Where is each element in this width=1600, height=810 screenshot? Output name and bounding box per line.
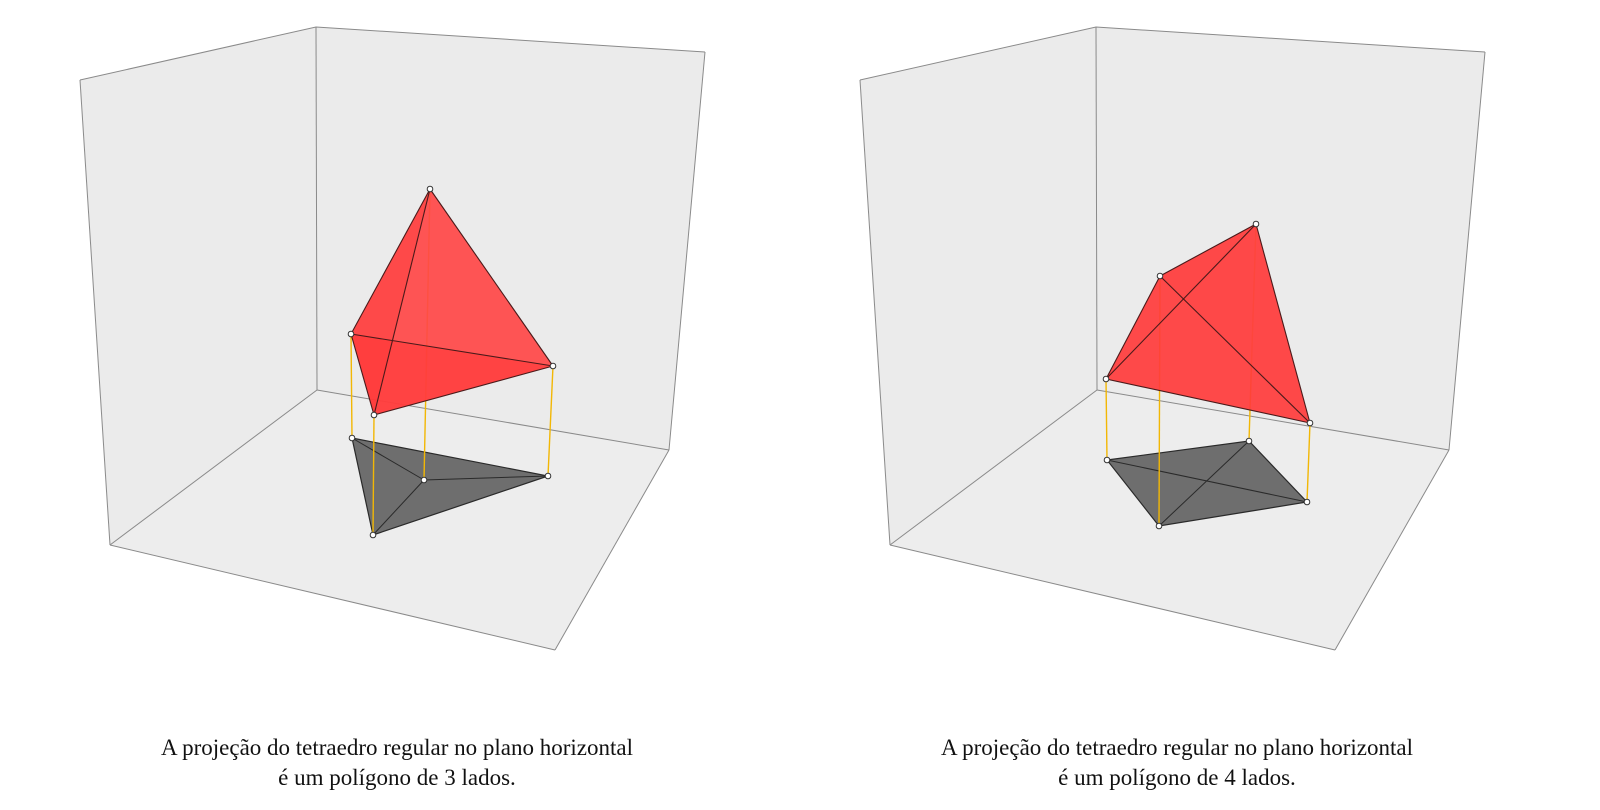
panel-right-scene bbox=[859, 26, 1486, 651]
caption-left-line1: A projeção do tetraedro regular no plano… bbox=[161, 735, 633, 760]
regular-tetrahedron bbox=[1105, 223, 1311, 424]
caption-right-line2: é um polígono de 4 lados. bbox=[1058, 765, 1296, 790]
caption-right-line1: A projeção do tetraedro regular no plano… bbox=[941, 735, 1413, 760]
left-back-wall bbox=[80, 27, 317, 545]
panel-left-scene bbox=[79, 26, 706, 651]
caption-right: A projeção do tetraedro regular no plano… bbox=[897, 733, 1457, 793]
regular-tetrahedron bbox=[350, 188, 554, 416]
vertex-markers bbox=[347, 185, 557, 539]
floor-projection-triangle bbox=[351, 437, 551, 536]
caption-left: A projeção do tetraedro regular no plano… bbox=[117, 733, 677, 793]
caption-left-line2: é um polígono de 3 lados. bbox=[278, 765, 516, 790]
vertex-markers bbox=[1102, 220, 1314, 530]
left-back-wall bbox=[860, 27, 1097, 545]
box-edges bbox=[859, 26, 1486, 651]
